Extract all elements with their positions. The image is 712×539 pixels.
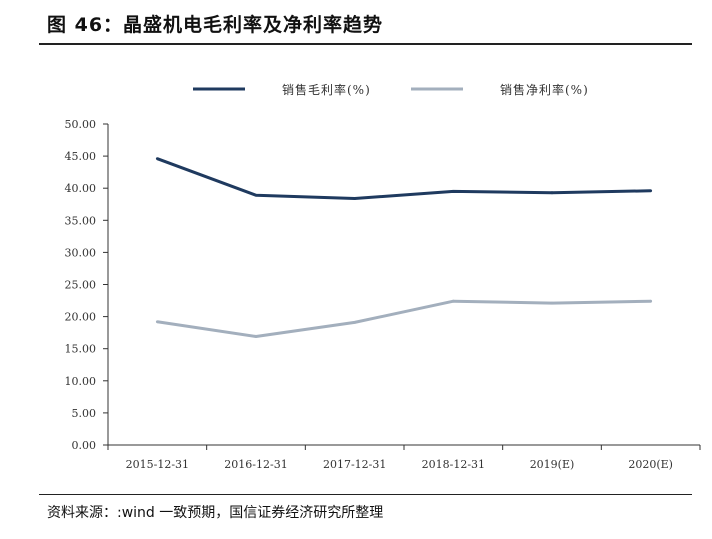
y-tick-label: 0.00 — [72, 439, 97, 452]
data-point — [649, 299, 653, 303]
y-axis: 0.00 5.00 10.00 15.00 20.00 25.00 30.00 35.00 40… — [65, 118, 109, 452]
x-tick-label: 2019(E) — [530, 458, 575, 471]
y-tick-label: 20.00 — [65, 311, 97, 324]
data-point — [254, 193, 258, 197]
legend-label-2: 销售净利率(%) — [500, 82, 589, 97]
line-chart: 销售毛利率(%) 销售净利率(%) 0.00 5.00 10.00 15.00 20.00… — [65, 82, 701, 471]
data-point — [353, 197, 357, 200]
x-tick-label: 2017-12-31 — [323, 458, 386, 471]
data-point — [550, 191, 554, 195]
data-point — [353, 320, 357, 324]
x-tick-label: 2020(E) — [628, 458, 673, 471]
source-note: 资料来源：:wind 一致预期，国信证券经济研究所整理 — [47, 505, 384, 521]
figure-title: 图 46：晶盛机电毛利率及净利率趋势 — [47, 14, 384, 36]
x-tick-label: 2018-12-31 — [422, 458, 485, 471]
series-lines — [155, 157, 653, 339]
series-line-2 — [157, 299, 651, 339]
series-line-1 — [156, 157, 651, 200]
y-tick-label: 15.00 — [65, 343, 97, 356]
source-rule — [39, 494, 692, 495]
data-point — [155, 157, 159, 161]
x-axis: 2015-12-31 2016-12-31 2017-12-31 2018-12-31… — [107, 444, 701, 471]
x-tick-label: 2015-12-31 — [126, 458, 189, 471]
x-tick-label: 2016-12-31 — [224, 458, 287, 471]
legend-label-1: 销售毛利率(%) — [282, 82, 371, 97]
y-tick-label: 35.00 — [65, 214, 97, 227]
title-rule — [39, 43, 692, 45]
y-tick-label: 45.00 — [65, 150, 97, 163]
y-tick-label: 40.00 — [65, 182, 97, 195]
y-tick-label: 25.00 — [65, 279, 97, 292]
data-point — [451, 190, 455, 193]
data-point — [254, 335, 258, 338]
data-point — [550, 301, 554, 305]
data-point — [451, 299, 455, 303]
chart-legend: 销售毛利率(%) 销售净利率(%) — [193, 82, 589, 97]
data-point — [155, 320, 159, 324]
y-tick-label: 30.00 — [65, 246, 97, 259]
y-tick-label: 5.00 — [72, 407, 97, 420]
data-point — [649, 189, 653, 193]
y-tick-label: 10.00 — [65, 375, 97, 388]
y-tick-label: 50.00 — [65, 118, 97, 131]
